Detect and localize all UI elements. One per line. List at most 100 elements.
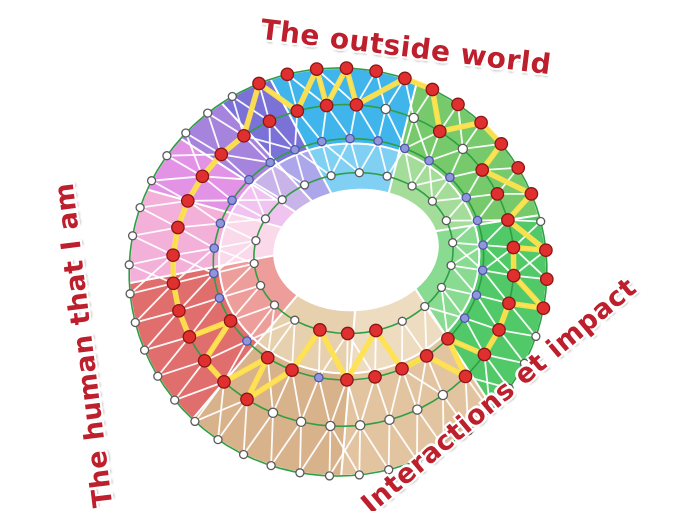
node-ring1[interactable] xyxy=(267,407,279,419)
node-red[interactable] xyxy=(240,392,254,407)
node-red[interactable] xyxy=(280,67,295,82)
node-red[interactable] xyxy=(197,353,212,368)
node-red[interactable] xyxy=(511,160,526,175)
node-red[interactable] xyxy=(502,296,516,311)
node-red[interactable] xyxy=(506,240,521,255)
node-ring2[interactable] xyxy=(214,293,225,303)
node-red[interactable] xyxy=(474,115,488,130)
node-red[interactable] xyxy=(524,187,539,201)
node-red[interactable] xyxy=(458,369,473,384)
node-ring1[interactable] xyxy=(380,103,391,115)
node-ring0[interactable] xyxy=(439,442,449,453)
node-ring3[interactable] xyxy=(382,171,392,181)
node-ring0[interactable] xyxy=(130,317,140,328)
node-ring0[interactable] xyxy=(135,202,145,213)
node-ring2[interactable] xyxy=(472,215,483,226)
node-red[interactable] xyxy=(171,220,185,235)
node-red[interactable] xyxy=(419,349,434,363)
node-ring2[interactable] xyxy=(399,143,410,154)
node-red[interactable] xyxy=(425,82,440,97)
node-ring0[interactable] xyxy=(412,455,422,466)
node-ring1[interactable] xyxy=(412,404,423,415)
node-ring0[interactable] xyxy=(139,345,150,355)
node-ring0[interactable] xyxy=(531,331,541,342)
node-red[interactable] xyxy=(536,301,551,316)
node-red[interactable] xyxy=(260,350,275,365)
node-ring0[interactable] xyxy=(190,416,200,427)
node-red[interactable] xyxy=(501,213,515,227)
node-red[interactable] xyxy=(214,147,229,162)
node-ring3[interactable] xyxy=(420,301,430,312)
node-red[interactable] xyxy=(490,187,505,201)
node-ring2[interactable] xyxy=(445,172,455,183)
node-ring2[interactable] xyxy=(209,243,220,254)
node-ring2[interactable] xyxy=(227,195,237,206)
node-ring0[interactable] xyxy=(463,426,473,436)
node-red[interactable] xyxy=(477,347,492,362)
node-ring0[interactable] xyxy=(295,468,305,478)
node-ring2[interactable] xyxy=(471,290,482,300)
node-red[interactable] xyxy=(237,128,251,143)
node-red[interactable] xyxy=(475,163,490,177)
node-ring2[interactable] xyxy=(313,372,324,383)
node-red[interactable] xyxy=(368,370,382,384)
node-red[interactable] xyxy=(252,76,266,91)
node-ring0[interactable] xyxy=(162,151,172,161)
node-red[interactable] xyxy=(290,104,305,118)
node-ring2[interactable] xyxy=(477,265,488,276)
node-red[interactable] xyxy=(217,375,231,389)
node-ring2[interactable] xyxy=(373,136,383,146)
node-red[interactable] xyxy=(313,323,327,337)
node-ring3[interactable] xyxy=(255,280,266,291)
node-ring3[interactable] xyxy=(290,315,300,325)
node-red[interactable] xyxy=(539,272,554,287)
node-ring0[interactable] xyxy=(536,216,546,227)
node-ring0[interactable] xyxy=(153,371,163,381)
node-red[interactable] xyxy=(506,268,521,283)
node-red[interactable] xyxy=(166,248,180,263)
node-ring0[interactable] xyxy=(324,471,335,481)
node-ring3[interactable] xyxy=(326,171,336,181)
node-red[interactable] xyxy=(539,243,553,258)
node-ring2[interactable] xyxy=(242,336,252,346)
node-ring2[interactable] xyxy=(316,136,327,147)
node-ring1[interactable] xyxy=(325,420,336,432)
node-red[interactable] xyxy=(319,98,334,113)
node-red[interactable] xyxy=(195,169,210,184)
node-ring3[interactable] xyxy=(249,258,259,269)
node-ring2[interactable] xyxy=(459,313,470,324)
node-ring1[interactable] xyxy=(295,416,307,428)
node-ring3[interactable] xyxy=(299,180,310,190)
node-ring0[interactable] xyxy=(203,108,213,118)
node-ring2[interactable] xyxy=(208,268,219,279)
node-ring0[interactable] xyxy=(127,231,138,241)
node-ring2[interactable] xyxy=(265,157,276,168)
node-red[interactable] xyxy=(172,303,186,318)
node-ring0[interactable] xyxy=(227,91,237,102)
node-ring2[interactable] xyxy=(244,174,254,185)
node-red[interactable] xyxy=(432,124,447,139)
node-ring2[interactable] xyxy=(345,133,355,144)
node-red[interactable] xyxy=(166,276,181,291)
node-ring0[interactable] xyxy=(519,358,530,368)
node-red[interactable] xyxy=(285,363,299,377)
node-ring0[interactable] xyxy=(170,395,180,405)
node-ring0[interactable] xyxy=(504,383,514,393)
node-ring3[interactable] xyxy=(448,238,458,248)
node-ring0[interactable] xyxy=(124,260,134,270)
node-ring3[interactable] xyxy=(397,316,407,326)
node-red[interactable] xyxy=(223,314,238,328)
node-ring0[interactable] xyxy=(485,406,495,416)
node-red[interactable] xyxy=(494,137,509,151)
node-red[interactable] xyxy=(398,71,412,86)
node-red[interactable] xyxy=(182,330,197,344)
node-ring2[interactable] xyxy=(215,218,226,229)
node-ring3[interactable] xyxy=(427,196,438,206)
node-red[interactable] xyxy=(340,373,354,387)
node-red[interactable] xyxy=(309,62,324,76)
node-ring0[interactable] xyxy=(384,465,394,475)
node-ring0[interactable] xyxy=(238,449,249,460)
node-red[interactable] xyxy=(451,97,465,112)
node-red[interactable] xyxy=(441,331,455,346)
node-ring0[interactable] xyxy=(181,128,191,138)
